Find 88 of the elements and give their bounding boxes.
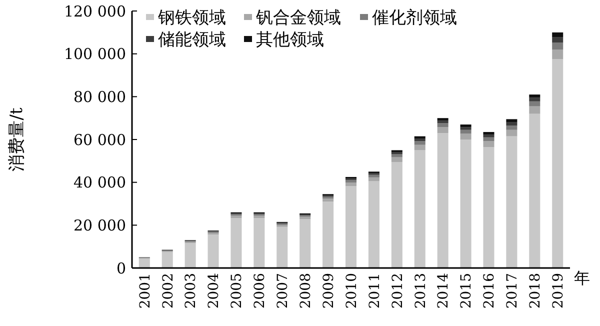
bar [552,50,564,60]
y-tick-label: 80 000 [74,88,126,106]
bar [460,134,472,140]
bar [483,132,494,135]
bar [460,130,472,134]
y-tick-label: 120 000 [64,2,126,20]
bar [460,127,472,130]
bar [529,114,540,268]
bar [437,120,448,124]
bar [437,127,448,134]
bar [208,234,219,268]
bar [345,182,357,186]
bar [552,37,564,43]
bar [483,141,494,147]
bar [414,144,426,150]
bar [368,174,380,178]
legend-label: 催化剂领域 [372,8,457,28]
bar [529,106,540,114]
bar [230,218,242,268]
legend-label: 其他领域 [256,30,324,50]
bar [506,122,518,126]
bar [552,59,564,268]
bar [506,136,518,268]
bar [483,137,494,142]
bar [483,134,494,138]
y-tick-label: 0 [116,259,126,278]
bar [483,146,494,268]
bar [437,133,448,268]
bar [529,101,540,106]
legend-label: 钒合金领域 [255,8,341,28]
bar [254,216,265,218]
bar [414,141,426,145]
bar [138,258,150,268]
bar [184,243,196,268]
x-tick-label: 2003 [183,273,200,309]
x-tick-label: 2017 [504,273,521,309]
x-tick-label: 2014 [436,272,452,309]
bar [529,94,540,98]
legend-label: 储能领域 [158,30,226,50]
x-tick-label: 2015 [458,273,475,309]
x-axis-title: 年 [574,268,590,288]
bar [391,157,402,162]
bar [300,219,311,268]
x-tick-label: 2018 [528,273,544,309]
y-tick-label: 20 000 [74,216,126,234]
x-tick-label: 2004 [206,272,222,309]
bar [254,218,265,268]
bar [460,140,472,268]
x-tick-label: 2016 [482,272,498,309]
x-tick-label: 2011 [366,273,383,309]
bar [345,186,357,268]
bar [391,154,402,158]
bar [552,32,564,38]
bar [552,42,564,50]
y-tick-label: 60 000 [74,130,126,149]
y-tick-label: 40 000 [74,174,126,192]
bar [437,118,448,121]
x-tick-label: 2001 [137,273,154,309]
bar [230,216,242,218]
x-tick-label: 2009 [320,273,337,309]
x-tick-label: 2019 [550,273,567,309]
bar [529,98,540,102]
bar [506,130,518,136]
x-tick-label: 2005 [229,273,246,309]
x-tick-label: 2006 [252,272,268,309]
x-tick-label: 2013 [412,273,429,309]
x-tick-label: 2008 [298,273,314,309]
bar [414,150,426,268]
bar [414,136,426,139]
legend-label: 钢铁领域 [157,8,226,28]
bar [276,226,288,268]
y-tick-label: 100 000 [64,45,126,64]
bar [345,180,357,183]
x-tick-label: 2012 [390,273,406,309]
bar [391,162,402,268]
y-axis-title: 消费量/t [7,108,27,172]
bar [368,177,380,182]
bar [162,252,173,268]
bar [460,124,472,128]
x-tick-label: 2002 [160,273,176,309]
x-tick-label: 2010 [344,273,360,309]
bar [322,198,334,202]
bar [506,119,518,122]
bar [437,123,448,128]
x-tick-label: 2007 [275,273,292,309]
bar [506,126,518,130]
bar [322,202,334,268]
bar [368,181,380,268]
